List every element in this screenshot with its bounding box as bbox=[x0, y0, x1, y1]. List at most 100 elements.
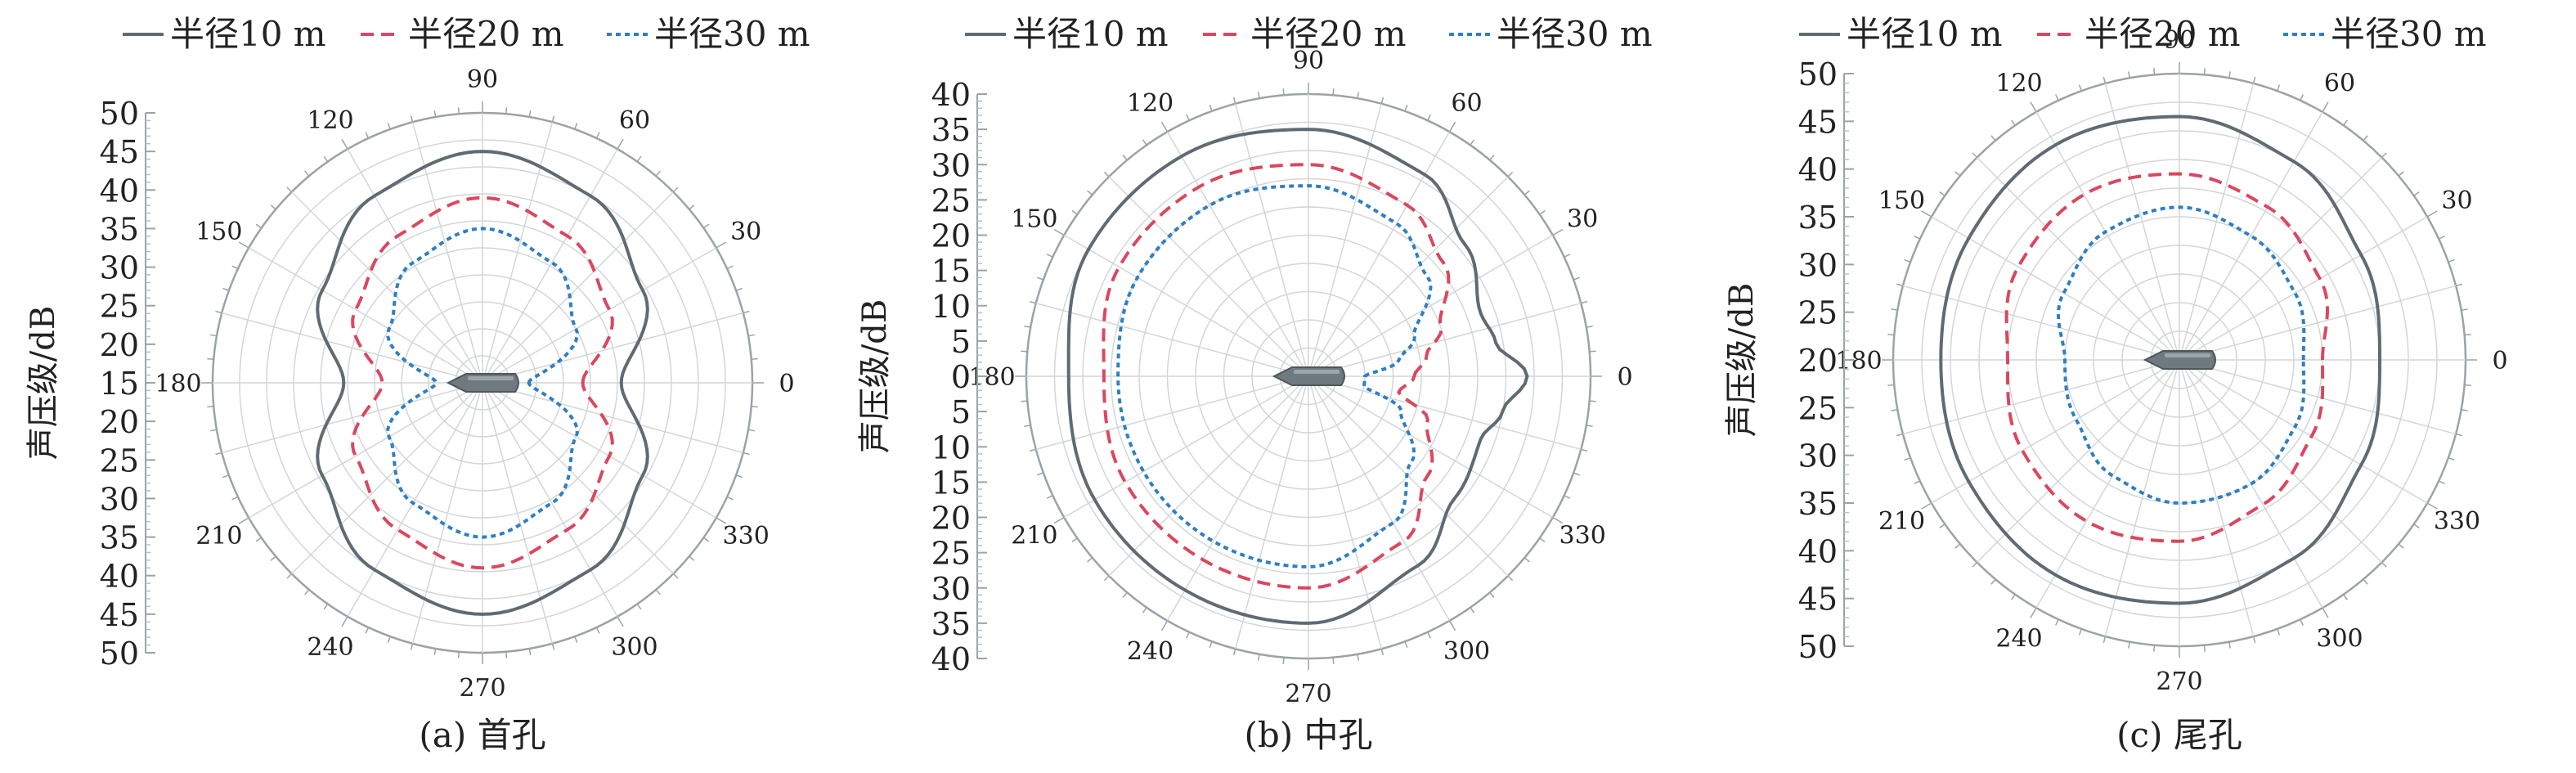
legend-label-2: 半径20 m bbox=[1250, 14, 1407, 54]
legend-label-1: 半径10 m bbox=[1847, 14, 2003, 54]
angle-tick-mark bbox=[672, 187, 679, 193]
angle-tick-mark bbox=[323, 155, 329, 163]
grid-spoke bbox=[2179, 156, 2383, 361]
angle-tick-mark bbox=[1573, 472, 1580, 476]
angle-tick-mark bbox=[505, 651, 508, 658]
grid-spoke bbox=[482, 122, 554, 384]
angle-tick-mark bbox=[1939, 524, 1945, 528]
radial-tick-label: 25 bbox=[931, 536, 971, 572]
grid-spoke bbox=[1308, 234, 1554, 377]
angle-tick-mark bbox=[2078, 84, 2082, 92]
angle-tick-mark bbox=[2448, 258, 2455, 263]
grid-spoke bbox=[1063, 234, 1309, 377]
radial-tick-label: 40 bbox=[931, 77, 971, 113]
grid-spoke bbox=[1931, 359, 2180, 504]
angle-tick-mark bbox=[2228, 71, 2231, 79]
angle-tick-mark bbox=[2300, 618, 2304, 626]
series-line-2 bbox=[2004, 172, 2330, 543]
series-line-1 bbox=[1939, 115, 2381, 605]
angle-tick-mark bbox=[1209, 640, 1213, 648]
radial-tick-label: 40 bbox=[1798, 533, 1838, 569]
grid-spoke bbox=[411, 382, 483, 644]
angle-tick-mark bbox=[215, 452, 222, 456]
grid-spoke bbox=[1308, 375, 1582, 451]
legend-label-3: 半径30 m bbox=[1497, 14, 1653, 54]
polar-grid bbox=[201, 101, 764, 664]
angle-tick-mark bbox=[1990, 578, 1996, 585]
angle-tick-mark bbox=[1160, 620, 1169, 631]
angle-tick-mark bbox=[1142, 607, 1147, 613]
angle-tick-mark bbox=[2322, 101, 2329, 113]
grid-spoke bbox=[1166, 375, 1309, 622]
radial-tick-label: 20 bbox=[931, 218, 971, 254]
radial-tick-label: 25 bbox=[100, 443, 139, 479]
radial-tick-label: 40 bbox=[1798, 152, 1838, 188]
angle-tick-label: 210 bbox=[1011, 522, 1057, 551]
angle-tick-mark bbox=[2438, 480, 2445, 484]
angle-tick-mark bbox=[270, 204, 276, 210]
grid-spoke bbox=[1902, 285, 2180, 361]
radial-tick-label: 5 bbox=[951, 324, 971, 360]
grid-spoke bbox=[1308, 131, 1451, 377]
grid-spoke bbox=[222, 382, 483, 454]
angle-tick-mark bbox=[365, 627, 370, 634]
angle-tick-mark bbox=[1024, 325, 1031, 328]
grid-spoke bbox=[291, 382, 483, 574]
angle-tick-mark bbox=[1448, 121, 1456, 133]
radial-tick-label: 35 bbox=[931, 112, 971, 148]
angle-tick-mark bbox=[255, 223, 263, 229]
radial-tick-label: 45 bbox=[1798, 582, 1838, 618]
angle-tick-mark bbox=[574, 636, 578, 643]
angle-tick-mark bbox=[2203, 645, 2206, 652]
angle-tick-label: 330 bbox=[2434, 507, 2480, 536]
angle-tick-mark bbox=[1029, 448, 1036, 452]
angle-tick-label: 30 bbox=[1567, 205, 1598, 234]
angle-tick-mark bbox=[1046, 254, 1053, 258]
angle-tick-mark bbox=[655, 170, 661, 177]
angle-tick-mark bbox=[238, 517, 249, 524]
grid-spoke bbox=[1976, 156, 2180, 361]
legend-label-3: 半径30 m bbox=[654, 14, 810, 54]
angle-tick-mark bbox=[2103, 636, 2107, 643]
angle-tick-mark bbox=[215, 310, 222, 314]
radial-tick-label: 0 bbox=[951, 359, 971, 395]
angle-tick-mark bbox=[551, 115, 555, 123]
angle-tick-mark bbox=[1586, 325, 1593, 328]
angle-tick-mark bbox=[2277, 84, 2281, 92]
radial-tick-label: 15 bbox=[931, 465, 971, 501]
angle-tick-mark bbox=[551, 643, 555, 650]
angle-tick-mark bbox=[747, 429, 755, 432]
panel-caption: (b) 中孔 bbox=[1244, 715, 1372, 755]
angle-tick-label: 300 bbox=[611, 633, 657, 662]
angle-tick-label: 240 bbox=[1995, 624, 2042, 653]
grid-spoke bbox=[1308, 103, 1383, 377]
angle-tick-mark bbox=[2464, 384, 2471, 386]
grid-spoke bbox=[291, 191, 483, 384]
angle-tick-mark bbox=[341, 616, 348, 627]
projectile-icon bbox=[2143, 350, 2216, 370]
angle-tick-mark bbox=[1332, 657, 1335, 664]
angle-tick-mark bbox=[1282, 657, 1285, 664]
radial-tick-label: 5 bbox=[951, 394, 971, 430]
radial-tick-label: 45 bbox=[100, 597, 139, 633]
legend: 半径10 m 半径20 m 半径30 m bbox=[965, 14, 1653, 54]
angle-tick-mark bbox=[672, 573, 679, 579]
angle-tick-mark bbox=[726, 265, 734, 270]
angle-tick-mark bbox=[1448, 620, 1456, 631]
angle-tick-mark bbox=[286, 573, 293, 579]
angle-tick-mark bbox=[1589, 350, 1596, 353]
angle-tick-label: 90 bbox=[1293, 47, 1324, 75]
angle-tick-mark bbox=[1954, 171, 1961, 177]
angle-tick-mark bbox=[2203, 68, 2206, 75]
angle-tick-mark bbox=[1891, 409, 1898, 411]
grid-spoke bbox=[482, 148, 618, 384]
angle-tick-mark bbox=[1552, 516, 1564, 524]
angle-tick-mark bbox=[505, 107, 508, 115]
angle-tick-mark bbox=[2426, 210, 2438, 218]
angle-tick-mark bbox=[1071, 209, 1078, 215]
angle-tick-mark bbox=[1404, 640, 1408, 648]
grid-spoke bbox=[1308, 176, 1509, 377]
angle-tick-mark bbox=[1037, 276, 1044, 281]
angle-tick-label: 0 bbox=[1617, 363, 1632, 392]
